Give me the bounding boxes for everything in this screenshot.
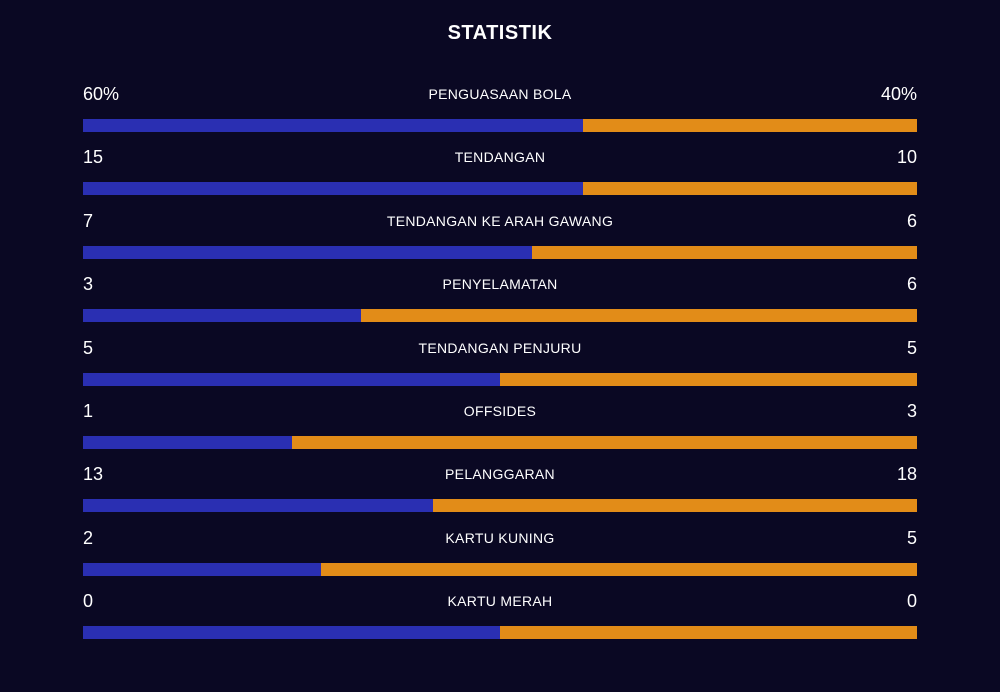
away-bar-segment	[360, 309, 917, 323]
home-value: 60%	[83, 84, 120, 104]
stat-label: PELANGGARAN	[445, 466, 555, 483]
comparison-bar	[83, 372, 917, 386]
stat-label: TENDANGAN PENJURU	[418, 339, 582, 356]
home-value: 7	[83, 210, 94, 231]
panel-title: STATISTIK	[447, 22, 553, 44]
stat-row-yellow-cards: 2 KARTU KUNING 5	[83, 524, 917, 587]
stat-label: PENYELAMATAN	[442, 276, 558, 293]
away-bar-segment	[500, 626, 917, 640]
comparison-bar	[83, 435, 917, 449]
comparison-bar	[83, 562, 917, 576]
home-bar-segment	[83, 119, 584, 132]
home-bar-segment	[83, 182, 584, 196]
home-bar-segment	[83, 626, 500, 640]
home-bar-segment	[83, 245, 533, 259]
home-bar-segment	[83, 562, 322, 576]
stat-label: KARTU MERAH	[447, 593, 553, 610]
home-bar-segment	[83, 309, 361, 323]
away-bar-segment	[583, 119, 917, 132]
home-bar-segment	[83, 372, 500, 386]
stat-label: KARTU KUNING	[445, 529, 555, 546]
away-value: 10	[896, 147, 917, 168]
away-bar-segment	[532, 245, 917, 259]
stat-row-offsides: 1 OFFSIDES 3	[83, 397, 917, 460]
away-bar-segment	[432, 499, 917, 513]
stat-row-shots-on-target: 7 TENDANGAN KE ARAH GAWANG 6	[83, 207, 917, 270]
home-value: 15	[83, 147, 104, 168]
away-bar-segment	[583, 182, 917, 196]
away-value: 5	[906, 337, 917, 358]
home-value: 3	[83, 274, 94, 295]
stat-row-red-cards: 0 KARTU MERAH 0	[83, 587, 917, 650]
home-value: 5	[83, 337, 94, 358]
stat-label: TENDANGAN KE ARAH GAWANG	[386, 212, 614, 229]
home-value: 0	[83, 591, 94, 612]
away-value: 6	[906, 210, 917, 231]
comparison-bar	[83, 309, 917, 323]
away-bar-segment	[291, 435, 917, 449]
stat-row-ball-possession: 60% PENGUASAAN BOLA 40%	[83, 80, 917, 143]
comparison-bar	[83, 119, 917, 132]
comparison-bar	[83, 499, 917, 513]
comparison-bar	[83, 245, 917, 259]
stat-label: TENDANGAN	[454, 149, 546, 166]
stat-label: OFFSIDES	[463, 402, 537, 419]
stat-label: PENGUASAAN BOLA	[428, 86, 572, 102]
away-value: 0	[906, 591, 917, 612]
stat-row-saves: 3 PENYELAMATAN 6	[83, 270, 917, 333]
stat-row-shots: 15 TENDANGAN 10	[83, 143, 917, 206]
home-value: 1	[83, 400, 94, 421]
away-value: 40%	[880, 84, 917, 104]
home-bar-segment	[83, 435, 292, 449]
comparison-bar	[83, 626, 917, 640]
comparison-bar	[83, 182, 917, 196]
away-value: 6	[906, 274, 917, 295]
away-bar-segment	[500, 372, 917, 386]
home-value: 2	[83, 527, 94, 548]
away-value: 18	[896, 464, 917, 485]
stat-row-fouls: 13 PELANGGARAN 18	[83, 460, 917, 523]
home-bar-segment	[83, 499, 433, 513]
stats-list: 60% PENGUASAAN BOLA 40% 15 TENDANGAN 10	[83, 80, 917, 651]
away-value: 3	[906, 400, 917, 421]
home-value: 13	[83, 464, 104, 485]
stat-row-corners: 5 TENDANGAN PENJURU 5	[83, 334, 917, 397]
away-value: 5	[906, 527, 917, 548]
away-bar-segment	[321, 562, 917, 576]
